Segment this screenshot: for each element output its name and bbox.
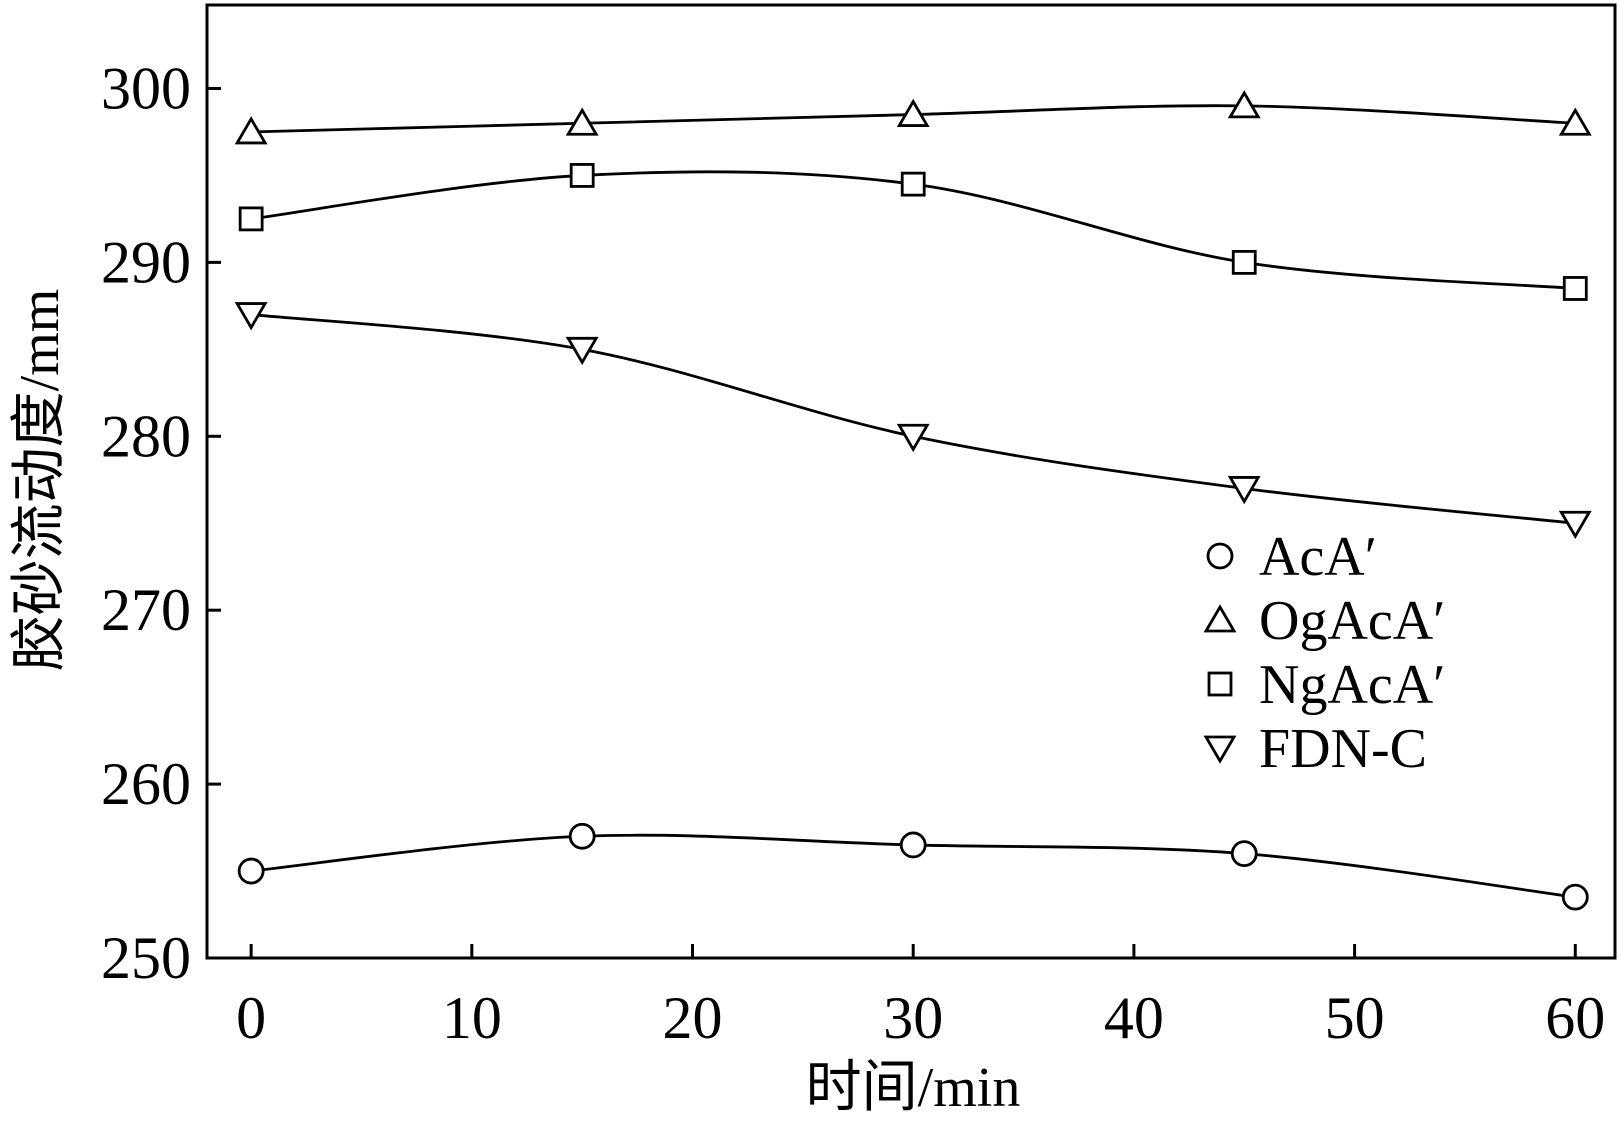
legend-item: AcA′ bbox=[1206, 526, 1377, 588]
legend-label: AcA′ bbox=[1259, 526, 1377, 588]
legend-label: NgAcA′ bbox=[1259, 654, 1445, 716]
data-point bbox=[900, 171, 926, 197]
y-tick-label: 270 bbox=[101, 577, 191, 643]
x-axis: 0 10 20 30 40 50 60 bbox=[236, 944, 1605, 1051]
data-point bbox=[1558, 510, 1592, 540]
x-tick-label: 20 bbox=[663, 985, 723, 1051]
data-point bbox=[1231, 249, 1257, 275]
legend-item: NgAcA′ bbox=[1207, 654, 1445, 716]
x-tick-label: 50 bbox=[1325, 985, 1385, 1051]
legend: AcA′OgAcA′NgAcA′FDN-C bbox=[1203, 526, 1445, 780]
data-point bbox=[569, 163, 595, 188]
series-line bbox=[250, 313, 1576, 525]
data-point bbox=[234, 116, 268, 145]
data-point bbox=[238, 206, 264, 232]
legend-marker bbox=[1203, 735, 1237, 764]
y-tick-label: 280 bbox=[101, 403, 191, 469]
data-point bbox=[896, 423, 930, 453]
data-point bbox=[1230, 840, 1258, 868]
data-point bbox=[568, 822, 596, 850]
data-point bbox=[1558, 107, 1592, 136]
x-tick-label: 30 bbox=[883, 985, 943, 1051]
x-axis-label: 时间/min bbox=[806, 1057, 1021, 1119]
y-tick-label: 260 bbox=[101, 751, 191, 817]
data-point bbox=[565, 107, 599, 136]
x-tick-label: 10 bbox=[442, 985, 502, 1051]
x-tick-label: 60 bbox=[1545, 985, 1605, 1051]
data-point bbox=[565, 336, 599, 366]
y-axis-label: 胶砂流动度/mm bbox=[9, 289, 71, 672]
plot-frame bbox=[205, 3, 1617, 960]
x-tick-label: 40 bbox=[1104, 985, 1164, 1051]
data-point bbox=[237, 857, 265, 885]
legend-marker bbox=[1203, 604, 1237, 633]
legend-label: OgAcA′ bbox=[1259, 590, 1445, 652]
data-point bbox=[234, 302, 268, 331]
data-point bbox=[1227, 90, 1261, 119]
legend-marker bbox=[1207, 671, 1233, 697]
data-point bbox=[1562, 276, 1588, 301]
x-tick-label: 0 bbox=[236, 985, 266, 1051]
data-point bbox=[1561, 883, 1589, 911]
series-markers bbox=[234, 90, 1592, 911]
legend-marker bbox=[1206, 542, 1234, 570]
data-point bbox=[1227, 476, 1261, 505]
data-point bbox=[899, 831, 927, 859]
legend-item: FDN-C bbox=[1203, 718, 1427, 780]
data-point bbox=[896, 98, 930, 127]
legend-label: FDN-C bbox=[1259, 718, 1427, 780]
legend-item: OgAcA′ bbox=[1203, 590, 1445, 652]
y-tick-label: 290 bbox=[101, 229, 191, 295]
y-tick-label: 250 bbox=[101, 925, 191, 991]
y-axis: 250 260 270 280 290 300 bbox=[101, 55, 221, 991]
y-tick-label: 300 bbox=[101, 55, 191, 121]
